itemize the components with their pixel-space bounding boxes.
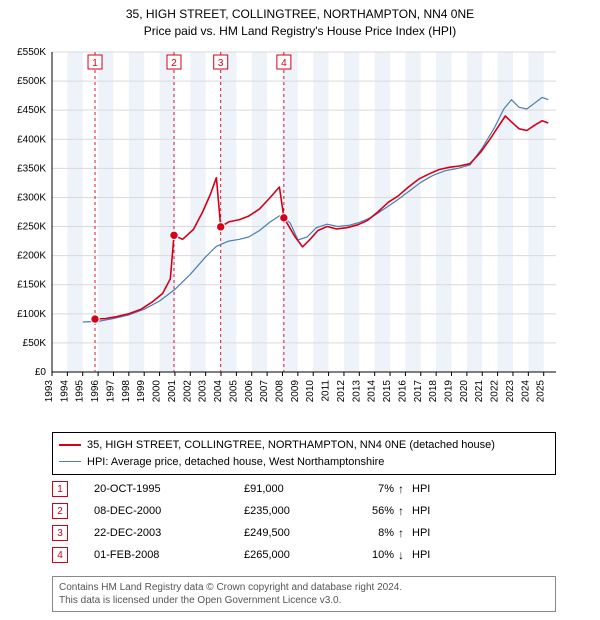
svg-text:2023: 2023 (505, 380, 516, 403)
svg-text:1998: 1998 (121, 380, 132, 403)
svg-text:2018: 2018 (428, 380, 439, 403)
svg-text:£0: £0 (35, 367, 47, 378)
title-line-1: 35, HIGH STREET, COLLINGTREE, NORTHAMPTO… (0, 6, 600, 23)
transaction-vs: HPI (412, 527, 442, 539)
svg-text:£300K: £300K (17, 192, 46, 203)
svg-text:2002: 2002 (182, 380, 193, 403)
svg-text:2021: 2021 (474, 380, 485, 403)
svg-text:£500K: £500K (17, 76, 46, 87)
transaction-badge: 2 (52, 503, 68, 519)
svg-text:1999: 1999 (136, 380, 147, 403)
svg-text:£400K: £400K (17, 134, 46, 145)
svg-text:2017: 2017 (413, 380, 424, 403)
svg-text:2013: 2013 (351, 380, 362, 403)
svg-text:2019: 2019 (444, 380, 455, 403)
attribution-line-2: This data is licensed under the Open Gov… (59, 594, 549, 607)
transaction-vs: HPI (412, 549, 442, 561)
svg-text:2020: 2020 (459, 380, 470, 403)
svg-text:2014: 2014 (367, 380, 378, 403)
transaction-badge: 4 (52, 547, 68, 563)
transaction-pct: 8% (354, 527, 398, 539)
transaction-row: 2 08-DEC-2000£235,00056%↑HPI (52, 500, 556, 522)
legend-swatch-property (59, 444, 81, 446)
svg-text:2010: 2010 (305, 380, 316, 403)
svg-text:2015: 2015 (382, 380, 393, 403)
transaction-pct: 56% (354, 505, 398, 517)
svg-text:2012: 2012 (336, 380, 347, 403)
svg-text:2006: 2006 (244, 380, 255, 403)
svg-text:2000: 2000 (152, 380, 163, 403)
transaction-price: £249,500 (244, 527, 354, 539)
transaction-row: 1 20-OCT-1995£91,0007%↑HPI (52, 478, 556, 500)
transaction-date: 22-DEC-2003 (94, 527, 244, 539)
legend-label-property: 35, HIGH STREET, COLLINGTREE, NORTHAMPTO… (87, 437, 495, 454)
svg-text:1997: 1997 (105, 380, 116, 403)
transaction-pct: 10% (354, 549, 398, 561)
arrow-up-icon: ↑ (398, 482, 412, 496)
transaction-date: 08-DEC-2000 (94, 505, 244, 517)
title-line-2: Price paid vs. HM Land Registry's House … (0, 23, 600, 40)
transaction-date: 01-FEB-2008 (94, 549, 244, 561)
svg-text:£50K: £50K (23, 338, 47, 349)
transaction-pct: 7% (354, 483, 398, 495)
svg-text:2005: 2005 (228, 380, 239, 403)
svg-text:1996: 1996 (90, 380, 101, 403)
svg-text:£550K: £550K (17, 47, 46, 58)
svg-text:£250K: £250K (17, 222, 46, 233)
transaction-price: £91,000 (244, 483, 354, 495)
svg-text:£350K: £350K (17, 163, 46, 174)
attribution-line-1: Contains HM Land Registry data © Crown c… (59, 581, 549, 594)
arrow-up-icon: ↑ (398, 504, 412, 518)
svg-text:2016: 2016 (397, 380, 408, 403)
transaction-badge: 1 (52, 481, 68, 497)
chart-title-block: 35, HIGH STREET, COLLINGTREE, NORTHAMPTO… (0, 0, 600, 40)
transaction-price: £265,000 (244, 549, 354, 561)
svg-text:1993: 1993 (44, 380, 55, 403)
transaction-vs: HPI (412, 505, 442, 517)
svg-text:£450K: £450K (17, 105, 46, 116)
svg-text:2011: 2011 (321, 380, 332, 402)
svg-text:1994: 1994 (59, 380, 70, 403)
price-chart: £0 £50K £100K £150K £200K £250K £300K £350K £400… (0, 46, 600, 426)
attribution: Contains HM Land Registry data © Crown c… (52, 576, 556, 612)
legend-row: HPI: Average price, detached house, West… (59, 454, 549, 471)
svg-text:2008: 2008 (274, 380, 285, 403)
transaction-badge: 3 (52, 525, 68, 541)
svg-text:1: 1 (92, 58, 98, 69)
svg-text:£200K: £200K (17, 251, 46, 262)
svg-text:2007: 2007 (259, 380, 270, 403)
legend: 35, HIGH STREET, COLLINGTREE, NORTHAMPTO… (52, 432, 556, 475)
svg-text:£150K: £150K (17, 280, 46, 291)
arrow-up-icon: ↑ (398, 526, 412, 540)
transactions-table: 120-OCT-1995£91,0007%↑HPI208-DEC-2000£23… (52, 478, 556, 566)
svg-text:£100K: £100K (17, 309, 46, 320)
transaction-row: 3 22-DEC-2003£249,5008%↑HPI (52, 522, 556, 544)
svg-text:2024: 2024 (520, 380, 531, 403)
svg-text:2003: 2003 (198, 380, 209, 403)
svg-text:2022: 2022 (490, 380, 501, 403)
svg-text:1995: 1995 (75, 380, 86, 403)
transaction-price: £235,000 (244, 505, 354, 517)
transaction-row: 4 01-FEB-2008£265,00010%↓HPI (52, 544, 556, 566)
svg-text:2025: 2025 (536, 380, 547, 403)
svg-text:2009: 2009 (290, 380, 301, 403)
transaction-date: 20-OCT-1995 (94, 483, 244, 495)
legend-row: 35, HIGH STREET, COLLINGTREE, NORTHAMPTO… (59, 437, 549, 454)
svg-text:2004: 2004 (213, 380, 224, 403)
svg-text:4: 4 (281, 58, 287, 69)
legend-label-hpi: HPI: Average price, detached house, West… (87, 454, 384, 471)
legend-swatch-hpi (59, 461, 81, 462)
transaction-vs: HPI (412, 483, 442, 495)
arrow-down-icon: ↓ (398, 548, 412, 562)
svg-text:2: 2 (171, 58, 177, 69)
svg-text:3: 3 (218, 58, 224, 69)
svg-text:2001: 2001 (167, 380, 178, 403)
